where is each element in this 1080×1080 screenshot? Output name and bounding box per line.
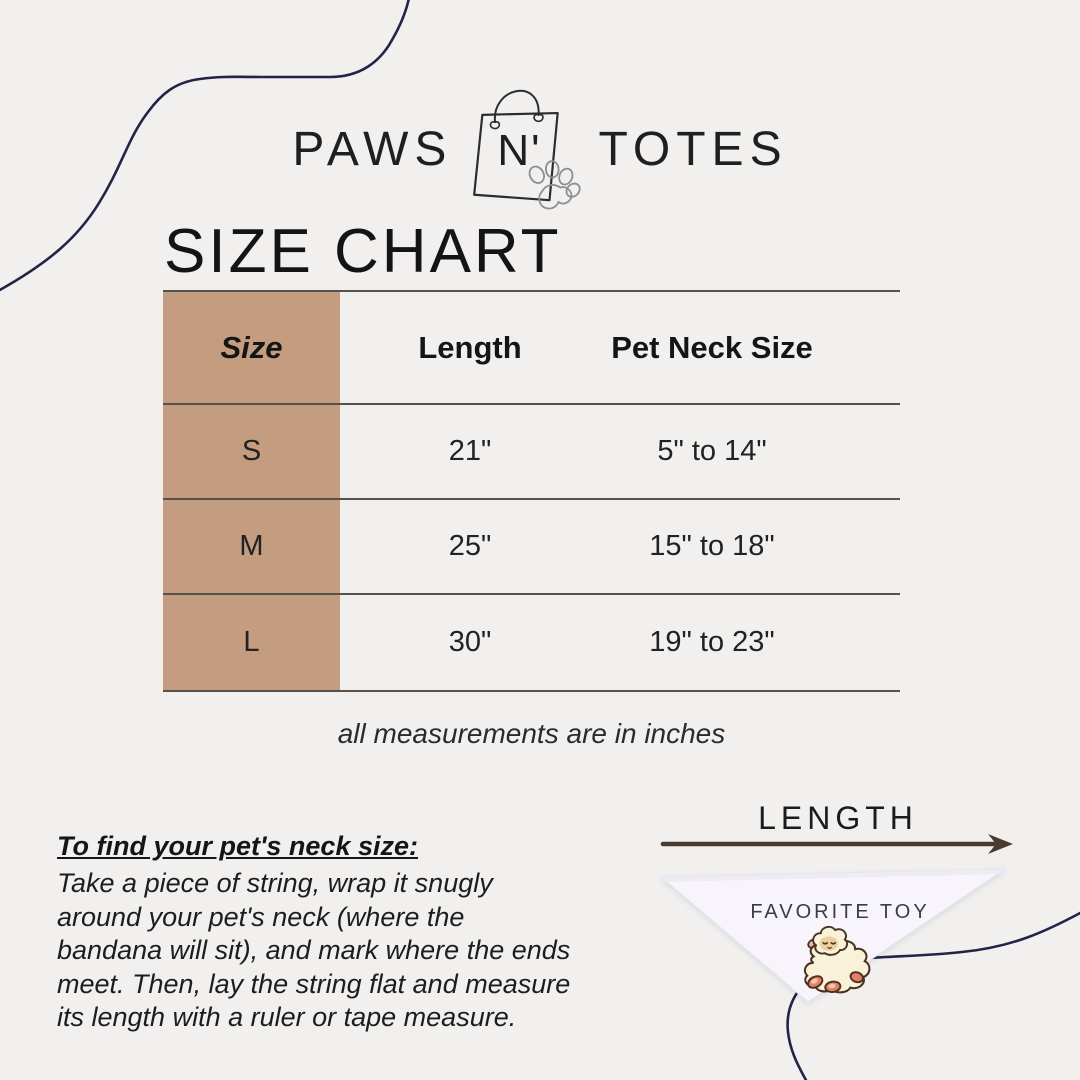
row-size: S [163, 405, 340, 498]
table-row: S 21" 5" to 14" [163, 403, 900, 498]
row-neck-size: 5" to 14" [657, 435, 767, 467]
instructions-line: its length with a ruler or tape measure. [57, 1002, 517, 1032]
brand-word-n: N' [497, 126, 542, 175]
row-size: L [163, 595, 340, 690]
row-length: 30" [448, 626, 492, 658]
neck-size-instructions: To find your pet's neck size: Take a pie… [57, 831, 657, 1035]
shopping-bag-icon: N' [466, 74, 584, 212]
instructions-line: Take a piece of string, wrap it snugly [57, 868, 493, 898]
table-row: L 30" 19" to 23" [163, 593, 900, 692]
row-neck-size: 15" to 18" [649, 530, 775, 562]
row-neck-size: 19" to 23" [649, 626, 775, 658]
instructions-heading: To find your pet's neck size: [57, 831, 418, 861]
row-length: 21" [448, 435, 492, 467]
row-length: 25" [448, 530, 492, 562]
length-arrow-label: LENGTH [758, 800, 918, 836]
brand-logo: PAWS N' TOTES [0, 78, 1080, 210]
table-header-row: Size Length Pet Neck Size [163, 290, 900, 403]
paw-print-icon [529, 160, 582, 210]
length-arrow-icon [660, 834, 1013, 854]
instructions-line: around your pet's neck (where the [57, 901, 465, 932]
size-table: Size Length Pet Neck Size S 21" 5" to 14… [163, 290, 900, 692]
brand-word-totes: TOTES [598, 122, 788, 176]
brand-word-paws: PAWS [292, 122, 453, 176]
table-row: M 25" 15" to 18" [163, 498, 900, 593]
header-size: Size [163, 292, 340, 403]
measurements-note: all measurements are in inches [337, 718, 726, 749]
sheep-toy-illustration [803, 925, 871, 994]
instructions-line: meet. Then, lay the string flat and meas… [57, 968, 571, 999]
page-title: SIZE CHART [164, 217, 562, 286]
header-length: Length [418, 329, 522, 365]
row-size: M [163, 500, 340, 593]
instructions-line: bandana will sit), and mark where the en… [57, 935, 571, 965]
header-neck-size: Pet Neck Size [611, 329, 813, 365]
